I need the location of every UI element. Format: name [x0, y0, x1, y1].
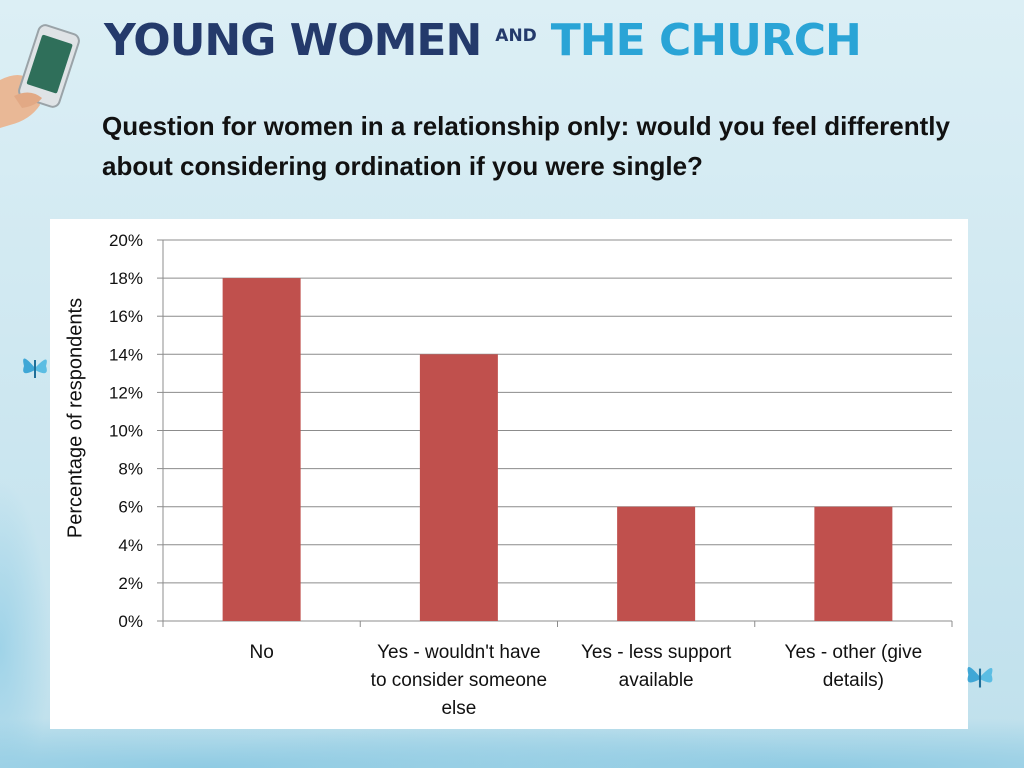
brand-logo-part2: THE CHURCH: [550, 14, 862, 66]
y-tick-label: 20%: [109, 231, 143, 250]
y-tick-label: 16%: [109, 307, 143, 326]
y-tick-label: 6%: [118, 498, 143, 517]
y-tick-label: 0%: [118, 612, 143, 631]
bar: [419, 354, 498, 621]
chart-panel: 0% 2% 4% 6% 8% 10% 12% 14% 16% 18% 20% No Yes - woul…: [50, 219, 968, 729]
y-tick-label: 12%: [109, 383, 143, 402]
bar: [617, 506, 696, 621]
x-tick-label: Yes - less support available: [581, 642, 732, 691]
y-tick-label: 4%: [118, 536, 143, 555]
brand-logo-and: AND: [495, 26, 537, 46]
bar-chart: 0% 2% 4% 6% 8% 10% 12% 14% 16% 18% 20% No Yes - woul…: [109, 231, 953, 719]
x-tick-label: No: [249, 642, 273, 663]
y-tick-label: 14%: [109, 345, 143, 364]
y-tick-label: 2%: [118, 574, 143, 593]
x-tick-label: Yes - other (give details): [785, 642, 923, 691]
y-axis-title: Percentage of respondents: [64, 297, 87, 539]
question-title: Question for women in a relationship onl…: [102, 111, 950, 181]
butterfly-icon: [967, 666, 993, 688]
brand-logo: YOUNG WOMEN AND THE CHURCH: [104, 12, 862, 68]
bar: [814, 506, 893, 621]
brand-logo-part1: YOUNG WOMEN: [104, 14, 482, 66]
y-tick-label: 18%: [109, 269, 143, 288]
x-tick-label: Yes - wouldn't have to consider someone el…: [371, 642, 547, 719]
y-tick-label: 10%: [109, 422, 143, 441]
hand-holding-phone-icon: [0, 24, 80, 128]
y-tick-label: 8%: [118, 460, 143, 479]
bar: [222, 278, 301, 621]
butterfly-icon: [23, 358, 47, 378]
